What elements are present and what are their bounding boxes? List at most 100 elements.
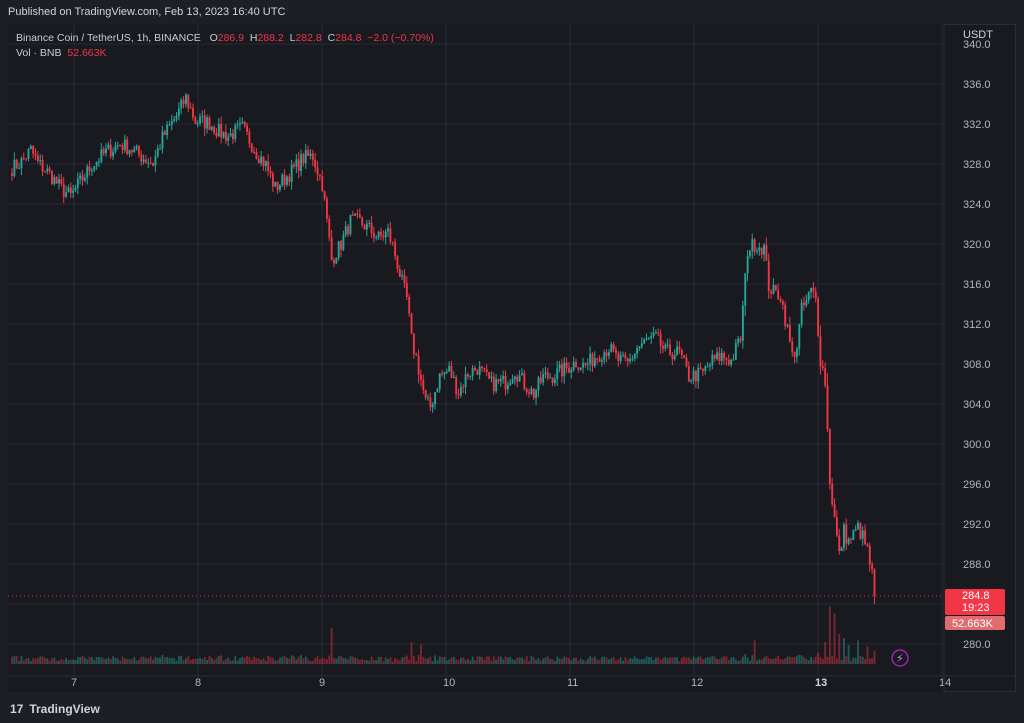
candle-body[interactable] xyxy=(408,296,411,314)
candle-body[interactable] xyxy=(175,115,178,120)
candle-body[interactable] xyxy=(98,161,100,163)
candle-body[interactable] xyxy=(857,523,859,529)
candle-body[interactable] xyxy=(126,139,129,155)
candle-body[interactable] xyxy=(168,124,171,126)
candle-body[interactable] xyxy=(690,380,693,382)
candle-body[interactable] xyxy=(831,483,834,504)
candle-body[interactable] xyxy=(13,159,16,176)
candle-body[interactable] xyxy=(530,388,533,394)
candle-body[interactable] xyxy=(483,368,486,370)
candle-body[interactable] xyxy=(41,160,44,172)
candle-body[interactable] xyxy=(206,117,209,129)
candle-body[interactable] xyxy=(121,145,124,150)
candle-body[interactable] xyxy=(145,159,147,163)
candle-body[interactable] xyxy=(361,217,364,226)
candle-body[interactable] xyxy=(69,187,72,193)
last-price-badge[interactable] xyxy=(945,589,1005,615)
candle-body[interactable] xyxy=(490,376,493,379)
candle-body[interactable] xyxy=(495,379,498,392)
candle-body[interactable] xyxy=(861,530,864,539)
candle-body[interactable] xyxy=(326,198,328,219)
candle-body[interactable] xyxy=(765,244,768,261)
plot-area[interactable] xyxy=(8,24,944,692)
candle-body[interactable] xyxy=(760,247,763,255)
candle-body[interactable] xyxy=(525,388,528,393)
candle-body[interactable] xyxy=(380,231,382,236)
candle-body[interactable] xyxy=(173,119,176,122)
candle-body[interactable] xyxy=(72,190,75,193)
candle-body[interactable] xyxy=(123,139,126,150)
candle-body[interactable] xyxy=(577,367,580,370)
candle-body[interactable] xyxy=(619,355,622,362)
candle-body[interactable] xyxy=(398,268,401,277)
candle-body[interactable] xyxy=(147,162,150,164)
candle-body[interactable] xyxy=(420,374,422,381)
candle-body[interactable] xyxy=(650,335,653,339)
candle-body[interactable] xyxy=(610,344,613,353)
candle-body[interactable] xyxy=(95,161,98,167)
candle-body[interactable] xyxy=(561,364,563,377)
candle-body[interactable] xyxy=(814,291,817,299)
candle-body[interactable] xyxy=(347,226,350,235)
candle-body[interactable] xyxy=(88,166,91,172)
candle-body[interactable] xyxy=(260,156,263,164)
candle-body[interactable] xyxy=(702,368,704,371)
candle-body[interactable] xyxy=(307,150,310,156)
candle-body[interactable] xyxy=(803,302,805,306)
candle-body[interactable] xyxy=(753,239,756,252)
candle-body[interactable] xyxy=(32,145,35,154)
candle-body[interactable] xyxy=(333,260,335,264)
candle-body[interactable] xyxy=(514,376,516,380)
candle-body[interactable] xyxy=(429,397,432,408)
candle-body[interactable] xyxy=(669,344,671,355)
candle-body[interactable] xyxy=(208,117,211,130)
candle-body[interactable] xyxy=(662,345,664,349)
candle-body[interactable] xyxy=(189,107,192,109)
candle-body[interactable] xyxy=(51,170,53,185)
candle-body[interactable] xyxy=(565,362,568,368)
candle-body[interactable] xyxy=(344,226,347,236)
candle-body[interactable] xyxy=(478,366,481,375)
candle-body[interactable] xyxy=(633,353,636,359)
candle-body[interactable] xyxy=(777,289,780,300)
candle-body[interactable] xyxy=(60,179,63,185)
candle-body[interactable] xyxy=(709,364,711,367)
candle-body[interactable] xyxy=(542,374,545,383)
candle-body[interactable] xyxy=(558,364,561,369)
candle-body[interactable] xyxy=(340,241,342,250)
candle-body[interactable] xyxy=(767,260,770,292)
candle-body[interactable] xyxy=(612,344,615,350)
candle-body[interactable] xyxy=(716,352,718,359)
candle-body[interactable] xyxy=(518,375,521,382)
candle-body[interactable] xyxy=(459,386,462,396)
candle-body[interactable] xyxy=(396,256,399,269)
candle-body[interactable] xyxy=(655,332,657,334)
candle-body[interactable] xyxy=(821,366,824,369)
candle-body[interactable] xyxy=(234,125,237,140)
candle-body[interactable] xyxy=(434,392,436,405)
candle-body[interactable] xyxy=(734,343,737,360)
candle-body[interactable] xyxy=(215,133,218,137)
candle-body[interactable] xyxy=(521,373,523,376)
candle-body[interactable] xyxy=(873,569,876,596)
candle-body[interactable] xyxy=(163,131,166,136)
candle-body[interactable] xyxy=(354,213,357,216)
candle-body[interactable] xyxy=(807,292,810,301)
candle-body[interactable] xyxy=(537,377,540,391)
candle-body[interactable] xyxy=(335,258,338,264)
candle-body[interactable] xyxy=(436,389,439,393)
candle-body[interactable] xyxy=(389,228,392,242)
candle-body[interactable] xyxy=(680,349,683,356)
candle-body[interactable] xyxy=(213,126,216,134)
candle-body[interactable] xyxy=(589,353,592,365)
candle-body[interactable] xyxy=(257,158,260,164)
candle-body[interactable] xyxy=(593,358,596,367)
candle-body[interactable] xyxy=(15,159,18,169)
candle-body[interactable] xyxy=(377,231,380,238)
candle-body[interactable] xyxy=(410,313,413,334)
candle-body[interactable] xyxy=(647,338,650,340)
candle-body[interactable] xyxy=(424,390,427,398)
candle-body[interactable] xyxy=(264,161,267,167)
candle-body[interactable] xyxy=(222,131,225,138)
candle-body[interactable] xyxy=(182,99,185,105)
